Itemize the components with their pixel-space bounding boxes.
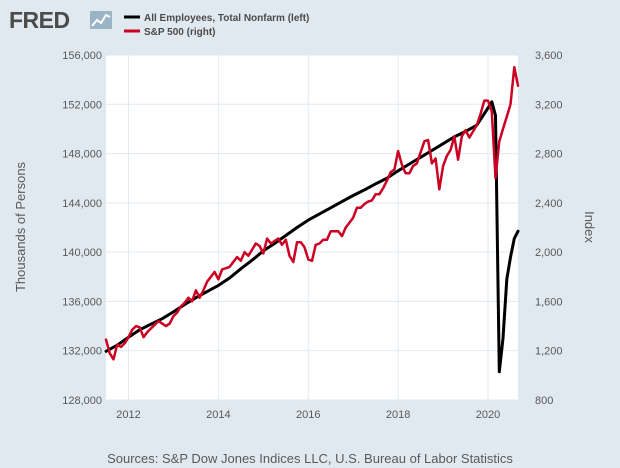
source-text: Sources: S&P Dow Jones Indices LLC, U.S.… xyxy=(107,451,513,466)
right-tick-label: 2,400 xyxy=(535,198,563,210)
series-line-employees xyxy=(104,100,520,374)
right-tick-label: 1,600 xyxy=(535,296,563,308)
plot-area xyxy=(106,55,518,400)
left-tick-label: 156,000 xyxy=(62,50,102,62)
fred-logo-text: FRED xyxy=(9,7,70,33)
legend: All Employees, Total Nonfarm (left) S&P … xyxy=(124,13,309,38)
gridlines xyxy=(106,54,518,401)
left-tick-label: 128,000 xyxy=(62,395,102,407)
x-tick-label: 2014 xyxy=(206,409,230,421)
right-tick-label: 2,800 xyxy=(535,149,563,161)
series-lines xyxy=(104,66,520,374)
x-tick-label: 2020 xyxy=(476,409,500,421)
right-tick-label: 2,000 xyxy=(535,247,563,259)
legend-label-employees: All Employees, Total Nonfarm (left) xyxy=(144,13,309,24)
series-line-sp500 xyxy=(104,66,520,361)
x-tick-label: 2016 xyxy=(296,409,320,421)
left-tick-label: 148,000 xyxy=(62,149,102,161)
left-tick-label: 144,000 xyxy=(62,198,102,210)
right-axis-ticks: 800 1,200 1,600 2,000 2,400 2,800 3,200 3,600 xyxy=(535,50,563,407)
right-axis-title: Index xyxy=(582,211,597,243)
legend-label-sp500: S&P 500 (right) xyxy=(144,27,216,38)
fred-graph-icon xyxy=(90,11,112,29)
left-tick-label: 132,000 xyxy=(62,346,102,358)
x-tick-label: 2018 xyxy=(386,409,410,421)
fred-logo[interactable]: FRED xyxy=(9,7,112,33)
right-tick-label: 800 xyxy=(535,395,553,407)
x-axis-ticks: 2012 2014 2016 2018 2020 xyxy=(116,409,500,421)
left-tick-label: 140,000 xyxy=(62,247,102,259)
right-tick-label: 1,200 xyxy=(535,346,563,358)
right-tick-label: 3,200 xyxy=(535,99,563,111)
left-tick-label: 136,000 xyxy=(62,296,102,308)
left-tick-label: 152,000 xyxy=(62,99,102,111)
left-axis-ticks: 128,000 132,000 136,000 140,000 144,000 148,0… xyxy=(62,50,102,407)
left-axis-title: Thousands of Persons xyxy=(13,161,28,292)
x-tick-label: 2012 xyxy=(116,409,140,421)
right-tick-label: 3,600 xyxy=(535,50,563,62)
